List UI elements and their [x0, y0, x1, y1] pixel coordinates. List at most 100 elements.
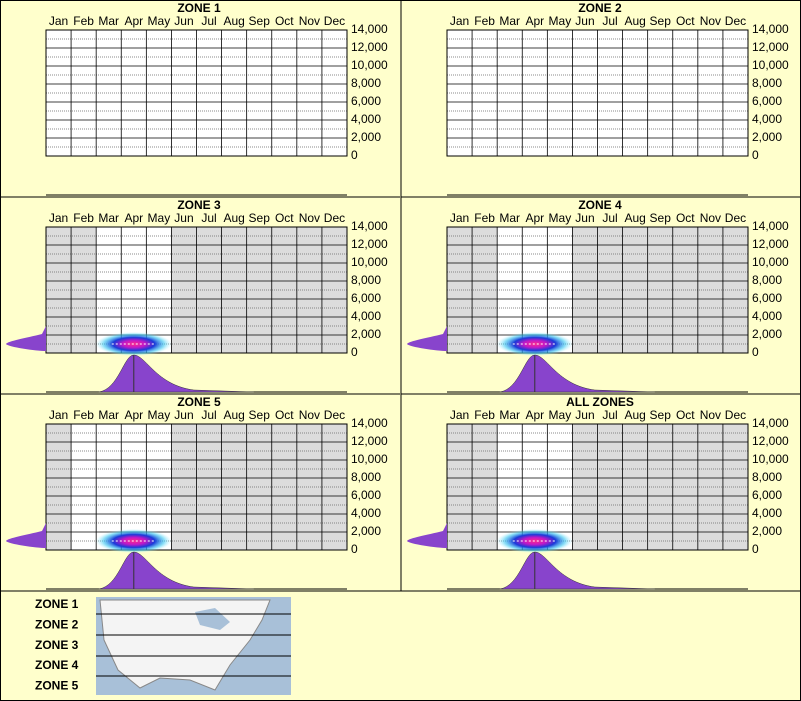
y-tick-label: 8,000: [752, 76, 782, 90]
x-tick-label: Feb: [474, 14, 495, 28]
x-tick-label: Oct: [275, 408, 294, 422]
x-tick-label: Oct: [676, 408, 695, 422]
month-density: [98, 551, 254, 590]
x-tick-label: May: [549, 14, 572, 28]
panel: ZONE 2 Jan Feb Mar Apr May Jun Jul Aug Sep Oct Nov D…: [400, 0, 789, 197]
x-tick-label: Dec: [725, 14, 746, 28]
y-tick-label: 14,000: [351, 219, 388, 233]
x-tick-label: Jun: [575, 14, 594, 28]
x-tick-label: Mar: [499, 408, 520, 422]
legend-label: ZONE 5: [35, 678, 79, 692]
shaded-month: [296, 424, 322, 550]
y-tick-label: 2,000: [351, 130, 381, 144]
value-density: [407, 523, 447, 548]
y-tick-label: 0: [351, 542, 358, 556]
y-tick-label: 14,000: [351, 416, 388, 430]
panel-title: ZONE 1: [177, 1, 221, 15]
y-tick-label: 8,000: [351, 470, 381, 484]
x-tick-label: Mar: [98, 14, 119, 28]
y-tick-label: 12,000: [752, 237, 789, 251]
legend-label: ZONE 4: [35, 658, 79, 672]
x-tick-label: Feb: [73, 14, 94, 28]
y-tick-label: 14,000: [351, 22, 388, 36]
x-tick-label: Jun: [174, 408, 193, 422]
x-tick-label: Nov: [700, 408, 721, 422]
y-tick-label: 6,000: [351, 488, 381, 502]
shaded-month: [296, 227, 322, 353]
shaded-month: [697, 227, 723, 353]
x-tick-label: Jun: [174, 14, 193, 28]
x-tick-label: Dec: [324, 14, 345, 28]
y-tick-label: 2,000: [752, 524, 782, 538]
x-tick-label: Mar: [499, 211, 520, 225]
x-tick-label: Mar: [499, 14, 520, 28]
x-tick-label: Apr: [525, 14, 544, 28]
shaded-month: [697, 424, 723, 550]
x-tick-label: Sep: [249, 14, 271, 28]
y-tick-label: 10,000: [351, 452, 388, 466]
y-tick-label: 14,000: [752, 22, 789, 36]
y-tick-label: 4,000: [351, 506, 381, 520]
y-tick-label: 12,000: [351, 40, 388, 54]
x-tick-label: Oct: [676, 14, 695, 28]
y-tick-label: 4,000: [752, 112, 782, 126]
y-tick-label: 2,000: [351, 524, 381, 538]
y-tick-label: 4,000: [351, 112, 381, 126]
x-tick-label: Mar: [98, 211, 119, 225]
x-tick-label: Jan: [49, 211, 68, 225]
x-tick-label: Sep: [650, 14, 672, 28]
x-tick-label: Mar: [98, 408, 119, 422]
density-blob: [496, 529, 573, 553]
panel-title: ALL ZONES: [566, 395, 634, 409]
x-tick-label: Sep: [650, 211, 672, 225]
x-tick-label: Oct: [676, 211, 695, 225]
x-tick-label: Apr: [525, 211, 544, 225]
y-tick-label: 2,000: [752, 130, 782, 144]
y-tick-label: 2,000: [752, 327, 782, 341]
panel: ZONE 4 Jan Feb Mar Apr May Jun Jul Aug Sep Oct Nov D…: [400, 196, 801, 394]
x-tick-label: May: [148, 14, 171, 28]
y-tick-label: 8,000: [752, 470, 782, 484]
panel: ZONE 5 Jan Feb Mar Apr May Jun Jul Aug Sep Oct Nov D…: [0, 393, 400, 590]
y-tick-label: 8,000: [752, 273, 782, 287]
x-tick-label: Jun: [174, 211, 193, 225]
y-tick-label: 8,000: [351, 76, 381, 90]
plot-frame: [45, 423, 348, 551]
shaded-month: [472, 227, 498, 353]
plot-frame: [446, 29, 749, 157]
x-tick-label: Apr: [124, 408, 143, 422]
y-tick-label: 2,000: [351, 327, 381, 341]
x-tick-label: Feb: [474, 408, 495, 422]
x-tick-label: Aug: [624, 14, 645, 28]
panel: ZONE 3 Jan Feb Mar Apr May Jun Jul Aug Sep Oct Nov D…: [0, 196, 400, 393]
x-tick-label: Jun: [575, 408, 594, 422]
x-tick-label: Apr: [525, 408, 544, 422]
density-blob: [95, 529, 172, 553]
y-tick-label: 12,000: [752, 40, 789, 54]
x-tick-label: Dec: [725, 408, 746, 422]
x-tick-label: Aug: [624, 408, 645, 422]
panel-title: ZONE 2: [578, 1, 622, 15]
y-tick-label: 10,000: [752, 58, 789, 72]
x-tick-label: Oct: [275, 14, 294, 28]
x-tick-label: May: [549, 211, 572, 225]
x-tick-label: Jun: [575, 211, 594, 225]
legend-label: ZONE 3: [35, 638, 79, 652]
y-tick-label: 6,000: [351, 291, 381, 305]
x-tick-label: Aug: [223, 408, 244, 422]
y-tick-label: 14,000: [752, 219, 789, 233]
x-tick-label: Sep: [249, 408, 271, 422]
panel-title: ZONE 5: [177, 395, 221, 409]
x-tick-label: Aug: [624, 211, 645, 225]
x-tick-label: Apr: [124, 211, 143, 225]
month-density: [98, 354, 254, 393]
panel-title: ZONE 3: [177, 198, 221, 212]
x-tick-label: Nov: [299, 14, 320, 28]
value-density: [407, 326, 447, 351]
x-tick-label: Aug: [223, 211, 244, 225]
x-tick-label: Feb: [73, 211, 94, 225]
y-tick-label: 6,000: [752, 488, 782, 502]
y-tick-label: 6,000: [752, 94, 782, 108]
y-tick-label: 12,000: [351, 434, 388, 448]
